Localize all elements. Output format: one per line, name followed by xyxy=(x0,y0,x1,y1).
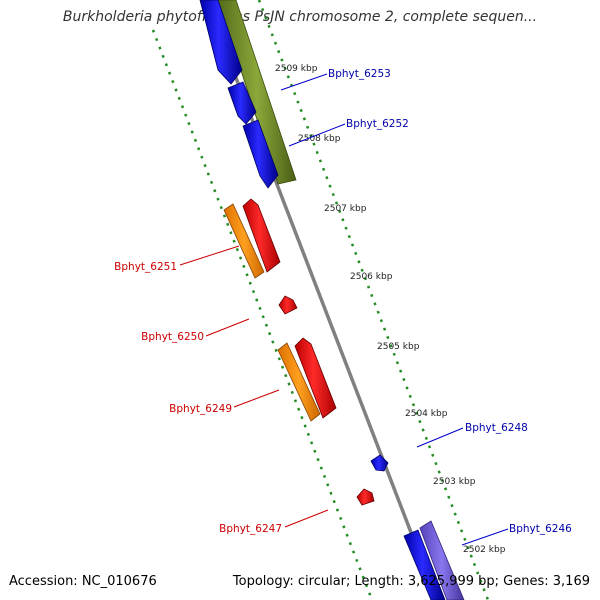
gene-label-leader xyxy=(284,509,329,528)
gene-label-bphyt-6248[interactable]: Bphyt_6248 xyxy=(465,422,528,434)
tick-label: 2503 kbp xyxy=(433,477,476,487)
gene-label-bphyt-6250[interactable]: Bphyt_6250 xyxy=(141,331,204,343)
gene-label-leader xyxy=(461,528,509,546)
gene-feature-bphyt-6249 xyxy=(277,342,321,422)
gene-feature-bphyt-6251 xyxy=(223,203,265,279)
tick-label: 2508 kbp xyxy=(298,134,341,144)
tick-label: 2506 kbp xyxy=(350,272,393,282)
tick-label: 2504 kbp xyxy=(405,409,448,419)
cds-feature-bphyt-6247 xyxy=(356,488,375,506)
cds-feature-bphyt-6251 xyxy=(242,198,281,273)
tick-label: 2502 kbp xyxy=(463,545,506,555)
map-title: Burkholderia phytofirmans PsJN chromosom… xyxy=(62,9,538,25)
accession-text: Accession: NC_010676 xyxy=(9,574,157,589)
gene-label-bphyt-6252[interactable]: Bphyt_6252 xyxy=(346,118,409,130)
cds-feature-bphyt-6253 xyxy=(199,0,243,85)
gene-label-leader xyxy=(205,318,250,337)
tick-label: 2509 kbp xyxy=(275,64,318,74)
gene-label-bphyt-6251[interactable]: Bphyt_6251 xyxy=(114,261,177,273)
gene-label-leader xyxy=(179,245,240,266)
cds-feature-bphyt-6252-b xyxy=(242,119,279,189)
cds-feature-bphyt-6246-b xyxy=(419,520,465,600)
cds-feature-bphyt-6248 xyxy=(370,454,389,472)
tick-label: 2505 kbp xyxy=(377,342,420,352)
gene-label-leader xyxy=(416,427,464,448)
gene-label-bphyt-6247[interactable]: Bphyt_6247 xyxy=(219,523,282,535)
gene-label-leader xyxy=(233,389,280,408)
cds-feature-bphyt-6250 xyxy=(278,295,298,315)
gene-label-bphyt-6253[interactable]: Bphyt_6253 xyxy=(328,68,391,80)
gene-label-leader xyxy=(280,73,328,91)
cds-feature-bphyt-6252-a xyxy=(227,81,257,125)
gene-label-bphyt-6249[interactable]: Bphyt_6249 xyxy=(169,403,232,415)
tick-label: 2507 kbp xyxy=(324,204,367,214)
topology-text: Topology: circular; Length: 3,625,999 bp… xyxy=(232,574,590,589)
cds-feature-bphyt-6246-a xyxy=(403,529,446,600)
cds-feature-bphyt-6249 xyxy=(294,337,337,419)
gene-label-leader xyxy=(288,123,346,147)
gene-label-bphyt-6246[interactable]: Bphyt_6246 xyxy=(509,523,572,535)
